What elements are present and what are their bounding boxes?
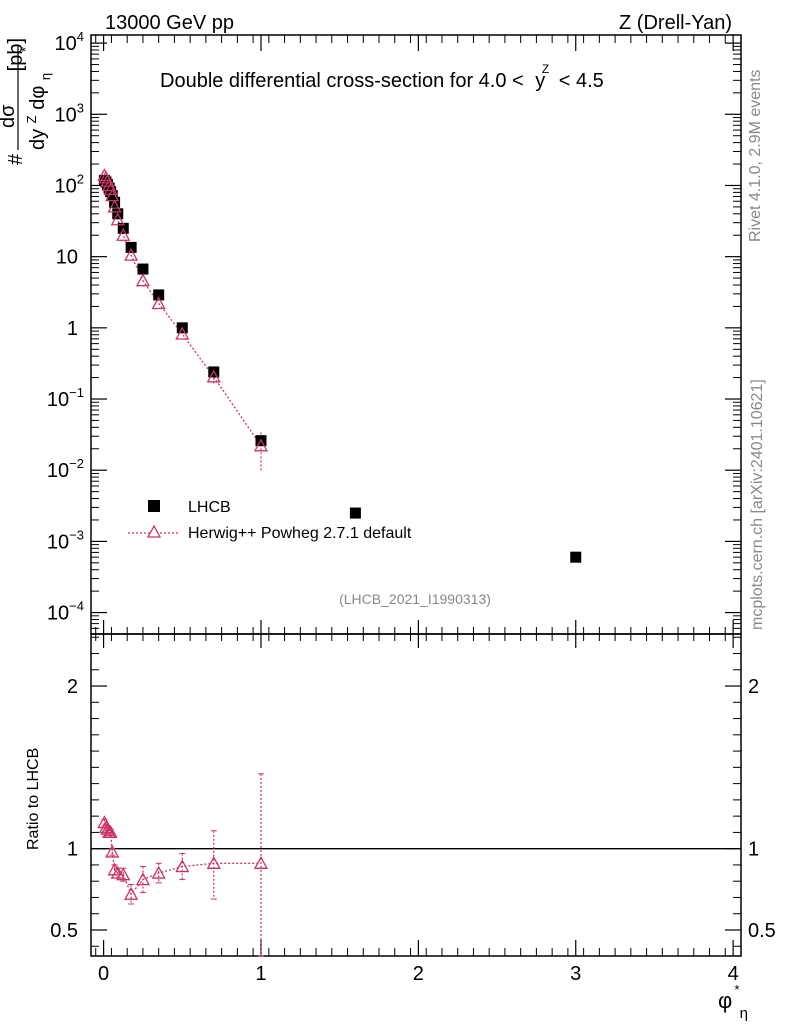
mc-point-herwig (116, 227, 131, 241)
legend-label-herwig: Herwig++ Powheg 2.7.1 default (188, 525, 412, 542)
ratio-point-herwig (107, 862, 122, 876)
ratio-y-axis-label: Ratio to LHCB (25, 748, 42, 850)
mc-point-herwig (124, 247, 139, 261)
ratio-point-herwig (135, 872, 151, 886)
ratio-plot-frame (90, 633, 742, 957)
legend: LHCB Herwig++ Powheg 2.7.1 default (128, 499, 412, 542)
legend-marker-lhcb (148, 500, 160, 512)
legend-marker-herwig (146, 524, 162, 538)
y-tick-label: 103 (55, 100, 84, 126)
ratio-y-tick-label: 1 (67, 839, 78, 861)
data-point-lhcb (106, 190, 118, 202)
svg-text:*: * (18, 47, 33, 52)
source-label: mcplots.cern.ch [arXiv:2401.10621] (749, 379, 766, 630)
data-point-lhcb (137, 263, 149, 275)
ratio-point-herwig (116, 867, 131, 881)
data-point-lhcb (125, 241, 137, 253)
y-tick-label: 102 (55, 171, 84, 197)
chart-title: Double differential cross-section for 4.… (160, 56, 604, 92)
main-plot-frame (90, 34, 742, 635)
ratio-y-tick-label: 2 (67, 676, 78, 698)
data-point-lhcb (570, 551, 582, 563)
ratio-point-herwig (103, 825, 118, 839)
x-tick-label: 1 (255, 963, 266, 985)
mc-point-herwig (206, 369, 221, 383)
ratio-point-herwig (151, 865, 166, 879)
mc-point-herwig (100, 173, 115, 187)
x-axis-label: φ * η (718, 974, 748, 1022)
ratio-point-herwig (105, 844, 120, 858)
process-label: Z (Drell-Yan) (619, 12, 732, 34)
y-tick-label: 10−1 (47, 385, 84, 411)
mc-point-herwig (103, 182, 118, 196)
y-tick-label: 10−4 (47, 599, 84, 625)
legend-label-lhcb: LHCB (188, 499, 231, 516)
ratio-point-herwig (175, 859, 190, 873)
ratio-y-tick-label-right: 0.5 (748, 920, 776, 942)
y-tick-label: 10 (56, 247, 78, 269)
data-point-lhcb (349, 507, 361, 519)
ratio-point-herwig (124, 886, 139, 900)
ratio-point-herwig (206, 855, 221, 869)
ratio-y-tick-label-right: 1 (748, 839, 759, 861)
x-tick-label: 2 (413, 963, 424, 985)
svg-text:[pb]: [pb] (5, 38, 27, 71)
mc-point-herwig (110, 212, 125, 226)
mc-point-herwig (175, 326, 190, 340)
mc-point-herwig (135, 273, 151, 287)
y-tick-label: 104 (55, 29, 84, 55)
mc-point-herwig (107, 199, 122, 213)
ratio-point-herwig (253, 855, 269, 869)
svg-text:dy Z dφ η: dy Z dφ η (19, 73, 53, 150)
svg-text:#: # (5, 153, 27, 165)
y-tick-label: 10−2 (47, 456, 84, 482)
ratio-y-tick-label-right: 2 (748, 676, 759, 698)
mc-point-herwig (105, 188, 120, 202)
x-tick-label: 3 (570, 963, 581, 985)
mc-point-herwig (151, 296, 166, 310)
y-tick-label: 10−3 (47, 527, 84, 553)
x-tick-label: 0 (98, 963, 109, 985)
main-y-axis-label: # dσ dy Z dφ η * [pb] (0, 38, 53, 165)
data-point-lhcb (153, 289, 165, 301)
energy-label: 13000 GeV pp (105, 12, 234, 34)
mc-series-line (103, 175, 262, 447)
analysis-id: (LHCB_2021_I1990313) (339, 591, 491, 607)
ratio-y-tick-label: 0.5 (50, 920, 78, 942)
rivet-label: Rivet 4.1.0, 2.9M events (747, 69, 764, 242)
mc-point-herwig (253, 438, 269, 452)
y-tick-label: 1 (67, 318, 78, 340)
svg-text:dσ: dσ (0, 104, 19, 128)
x-tick-label: 4 (728, 963, 739, 985)
data-point-lhcb (109, 196, 121, 208)
